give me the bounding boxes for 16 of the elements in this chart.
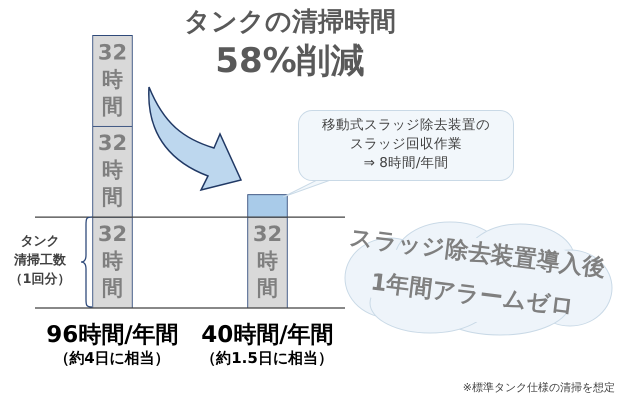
annotation: 移動式スラッジ除去装置のスラッジ回収作業 ⇒ 8時間/年間 bbox=[321, 116, 491, 173]
text: （約1.5日に相当） bbox=[200, 349, 334, 368]
data-label: 32時間 bbox=[98, 40, 128, 118]
x-tick-label: 96時間/年間 bbox=[46, 322, 179, 348]
annotation: 清掃工数 bbox=[13, 252, 67, 270]
data-label: 32時間 bbox=[252, 222, 282, 300]
x-tick-label: 40時間/年間 bbox=[201, 322, 334, 348]
data-label: 32時間 bbox=[98, 222, 128, 300]
text: （約4日に相当） bbox=[53, 349, 171, 368]
chart-subtitle: 58%削減 bbox=[214, 40, 366, 83]
annotation: （1回分） bbox=[8, 271, 72, 289]
text: スラッジ除去装置導入後 1年間アラームゼロ bbox=[348, 224, 607, 320]
annotation: タンク bbox=[20, 233, 60, 251]
data-label: 32時間 bbox=[98, 131, 128, 210]
chart-title: タンクの清掃時間 bbox=[183, 6, 397, 39]
text: ※標準タンク仕様の清掃を想定 bbox=[462, 380, 615, 395]
